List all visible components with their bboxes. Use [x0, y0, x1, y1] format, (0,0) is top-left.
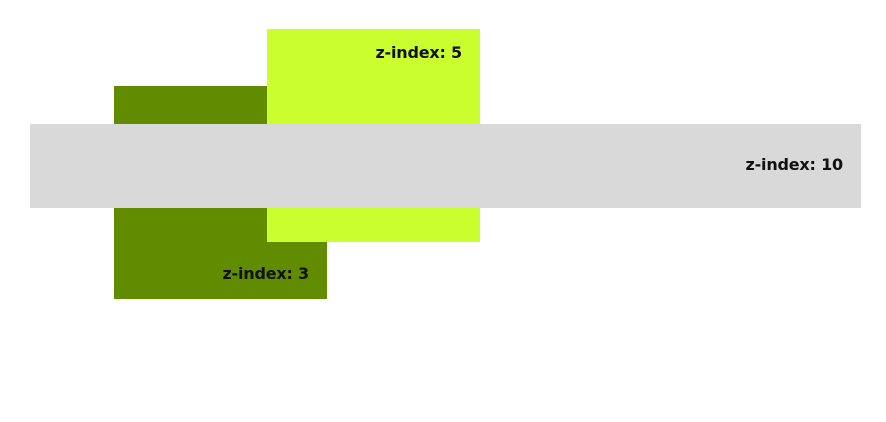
z-index-5-label: z-index: 5: [375, 43, 462, 62]
z-index-10-label: z-index: 10: [745, 155, 844, 174]
z-index-3-label: z-index: 3: [222, 264, 309, 283]
z-index-10-box: z-index: 10: [30, 124, 861, 208]
